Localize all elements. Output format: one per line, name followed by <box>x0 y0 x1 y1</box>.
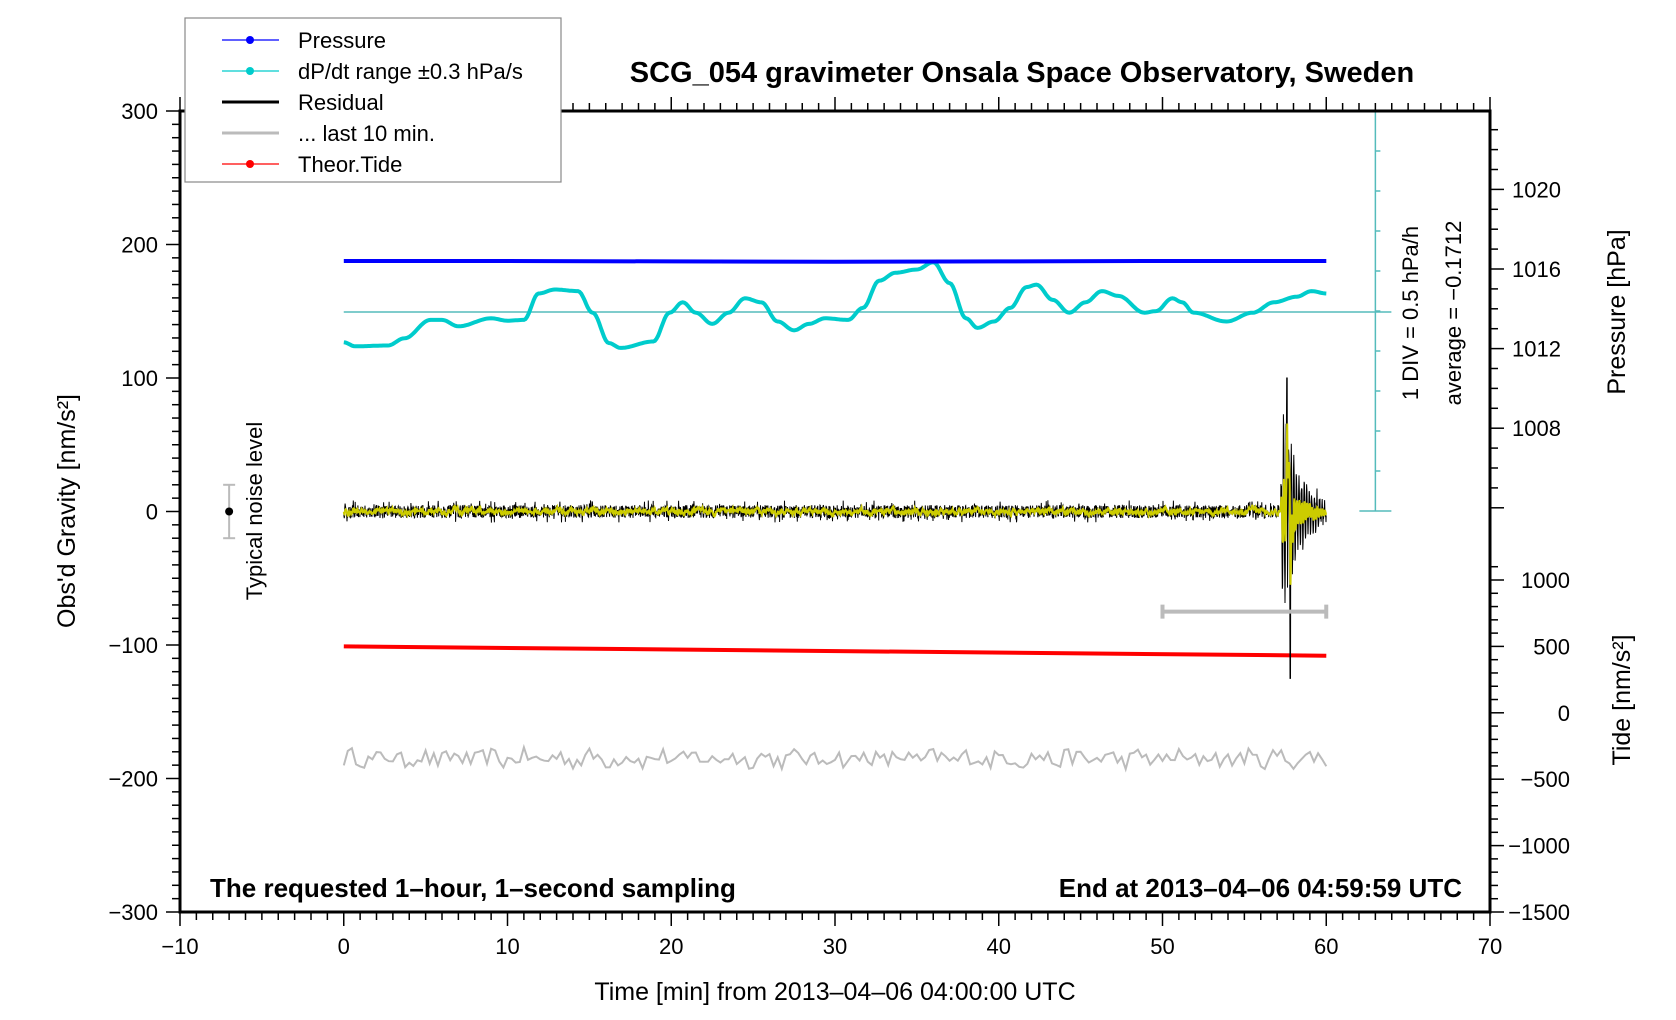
legend-swatch-marker <box>246 160 254 168</box>
pressure-tick-label: 1020 <box>1512 177 1561 202</box>
noise-note: Typical noise level <box>242 422 267 601</box>
pressure-axis-label: Pressure [hPa] <box>1603 229 1631 394</box>
tide-tick-label: 500 <box>1533 634 1570 659</box>
pressure-tick-label: 1012 <box>1512 337 1561 362</box>
noise-level-point <box>225 507 234 516</box>
x-tick-label: 60 <box>1314 934 1338 959</box>
tide-tick-label: −1000 <box>1508 834 1570 859</box>
tide-tick-label: 1000 <box>1521 568 1570 593</box>
right-note: End at 2013–04–06 04:59:59 UTC <box>1059 873 1462 903</box>
legend-label: Pressure <box>298 28 386 53</box>
legend-swatch-marker <box>246 36 254 44</box>
legend-box <box>184 17 562 183</box>
plot-data <box>223 110 1392 773</box>
tide-series-line <box>343 644 1327 658</box>
x-tick-label: 0 <box>338 934 350 959</box>
x-tick-label: 20 <box>659 934 683 959</box>
legend-label: dP/dt range ±0.3 hPa/s <box>298 59 523 84</box>
pressure-tick-label: 1016 <box>1512 257 1561 282</box>
dpdt-series-line <box>343 260 1327 350</box>
y-tick-label: 100 <box>121 366 158 391</box>
y-tick-label: 0 <box>146 500 158 525</box>
legend-items: Pressure dP/dt range ±0.3 hPa/s Residual..… <box>222 28 523 177</box>
x-tick-label: 30 <box>823 934 847 959</box>
x-axis-label: Time [min] from 2013–04–06 04:00:00 UTC <box>594 978 1075 1006</box>
pressure-tick-label: 1008 <box>1512 416 1561 441</box>
legend-label: ... last 10 min. <box>298 121 435 146</box>
legend-label: Residual <box>298 90 384 115</box>
legend-label: Theor.Tide <box>298 152 402 177</box>
y-tick-label: 200 <box>121 233 158 258</box>
div-note: 1 DIV = 0.5 hPa/h <box>1398 226 1423 400</box>
tide-tick-label: 0 <box>1558 701 1570 726</box>
last10-series-line <box>342 743 1328 773</box>
tide-tick-label: −1500 <box>1508 900 1570 925</box>
y-tick-label: −300 <box>108 900 158 925</box>
chart-title: SCG_054 gravimeter Onsala Space Observat… <box>630 57 1414 89</box>
axes: −10 0 10 20 30 40 50 60 703002001000−100−200−300… <box>108 97 1570 959</box>
y-tick-label: 300 <box>121 99 158 124</box>
pressure-series-line <box>343 259 1327 264</box>
y-axis-label: Obs'd Gravity [nm/s²] <box>53 394 81 628</box>
tide-tick-label: −500 <box>1520 767 1570 792</box>
average-note: average = −0.1712 <box>1441 221 1466 406</box>
tide-axis-label: Tide [nm/s²] <box>1608 634 1636 765</box>
x-tick-label: 70 <box>1478 934 1502 959</box>
x-tick-label: 40 <box>987 934 1011 959</box>
left-note: The requested 1–hour, 1–second sampling <box>210 873 736 903</box>
legend-swatch-marker <box>246 67 254 75</box>
x-tick-label: 50 <box>1150 934 1174 959</box>
residual-series-line <box>343 377 1327 679</box>
residual-smoothed-line <box>342 423 1328 585</box>
x-tick-label: −10 <box>161 934 198 959</box>
legend: Pressure dP/dt range ±0.3 hPa/s Residual..… <box>184 17 562 183</box>
y-tick-label: −100 <box>108 633 158 658</box>
y-tick-label: −200 <box>108 767 158 792</box>
x-tick-label: 10 <box>495 934 519 959</box>
